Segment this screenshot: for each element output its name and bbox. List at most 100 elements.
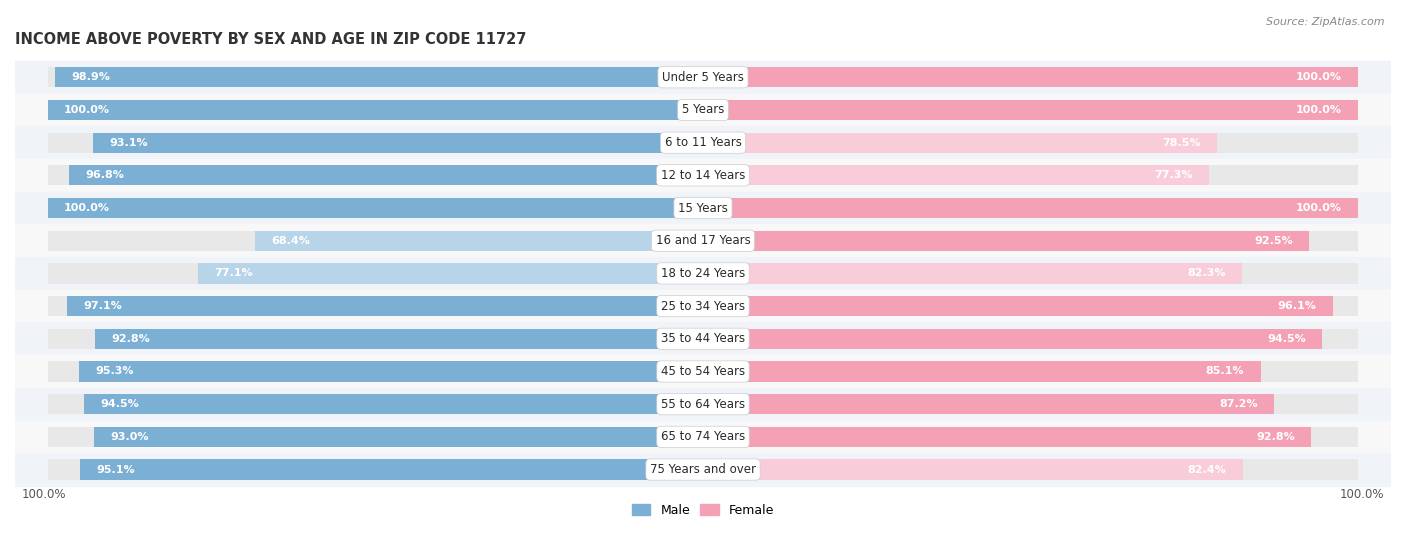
Bar <box>703 67 1358 87</box>
Text: 93.1%: 93.1% <box>110 138 148 148</box>
Text: 100.0%: 100.0% <box>1296 203 1341 213</box>
Bar <box>93 132 703 153</box>
Bar <box>48 67 703 87</box>
Bar <box>55 67 703 87</box>
Bar <box>703 361 1358 382</box>
Bar <box>15 93 1391 126</box>
Bar <box>703 329 1322 349</box>
Text: Under 5 Years: Under 5 Years <box>662 71 744 84</box>
Bar <box>84 394 703 414</box>
Text: 98.9%: 98.9% <box>72 72 110 82</box>
Text: 85.1%: 85.1% <box>1206 367 1244 376</box>
Bar <box>15 192 1391 224</box>
Bar <box>703 427 1310 447</box>
Bar <box>96 329 703 349</box>
Text: 92.8%: 92.8% <box>111 334 150 344</box>
Bar <box>703 165 1209 186</box>
Text: 100.0%: 100.0% <box>1340 489 1385 501</box>
Bar <box>48 165 703 186</box>
Text: 12 to 14 Years: 12 to 14 Years <box>661 169 745 182</box>
Text: 100.0%: 100.0% <box>21 489 66 501</box>
Bar <box>703 394 1358 414</box>
Text: 5 Years: 5 Years <box>682 103 724 116</box>
Bar <box>703 100 1358 120</box>
Text: 6 to 11 Years: 6 to 11 Years <box>665 136 741 149</box>
Bar <box>703 100 1358 120</box>
Text: 96.1%: 96.1% <box>1278 301 1316 311</box>
Bar <box>48 100 703 120</box>
Bar <box>703 198 1358 218</box>
Bar <box>69 165 703 186</box>
Bar <box>48 394 703 414</box>
Text: 15 Years: 15 Years <box>678 202 728 215</box>
Bar <box>48 329 703 349</box>
Text: 75 Years and over: 75 Years and over <box>650 463 756 476</box>
Bar <box>48 459 703 480</box>
Text: Source: ZipAtlas.com: Source: ZipAtlas.com <box>1267 17 1385 27</box>
Bar <box>79 361 703 382</box>
Bar <box>703 459 1243 480</box>
Bar <box>15 257 1391 290</box>
Bar <box>48 198 703 218</box>
Bar <box>48 361 703 382</box>
Bar <box>15 420 1391 453</box>
Bar <box>703 132 1218 153</box>
Bar <box>48 427 703 447</box>
Bar <box>703 361 1261 382</box>
Bar <box>703 296 1358 316</box>
Bar <box>48 296 703 316</box>
Text: 95.3%: 95.3% <box>96 367 134 376</box>
Bar <box>703 165 1358 186</box>
Text: 100.0%: 100.0% <box>65 203 110 213</box>
Bar <box>703 394 1274 414</box>
Bar <box>15 224 1391 257</box>
Text: 92.5%: 92.5% <box>1254 236 1292 246</box>
Bar <box>48 230 703 251</box>
Text: 82.3%: 82.3% <box>1188 268 1226 278</box>
Text: 96.8%: 96.8% <box>86 170 124 181</box>
Bar <box>15 61 1391 93</box>
Bar <box>703 132 1358 153</box>
Bar <box>703 263 1358 283</box>
Bar <box>48 198 703 218</box>
Text: INCOME ABOVE POVERTY BY SEX AND AGE IN ZIP CODE 11727: INCOME ABOVE POVERTY BY SEX AND AGE IN Z… <box>15 32 526 47</box>
Bar <box>15 453 1391 486</box>
Text: 25 to 34 Years: 25 to 34 Years <box>661 300 745 312</box>
Text: 100.0%: 100.0% <box>1296 105 1341 115</box>
Text: 77.3%: 77.3% <box>1154 170 1194 181</box>
Bar <box>48 263 703 283</box>
Bar <box>703 67 1358 87</box>
Bar <box>15 290 1391 323</box>
Text: 87.2%: 87.2% <box>1219 399 1258 409</box>
Bar <box>703 263 1243 283</box>
Bar <box>80 459 703 480</box>
Bar <box>48 100 703 120</box>
Text: 97.1%: 97.1% <box>83 301 122 311</box>
Text: 82.4%: 82.4% <box>1188 465 1226 475</box>
Text: 35 to 44 Years: 35 to 44 Years <box>661 332 745 345</box>
Bar <box>703 459 1358 480</box>
Text: 65 to 74 Years: 65 to 74 Years <box>661 430 745 443</box>
Bar <box>15 355 1391 388</box>
Bar <box>703 427 1358 447</box>
Text: 68.4%: 68.4% <box>271 236 311 246</box>
Bar <box>15 388 1391 420</box>
Text: 100.0%: 100.0% <box>65 105 110 115</box>
Bar <box>66 296 703 316</box>
Bar <box>198 263 703 283</box>
Text: 55 to 64 Years: 55 to 64 Years <box>661 397 745 411</box>
Bar <box>15 126 1391 159</box>
Text: 16 and 17 Years: 16 and 17 Years <box>655 234 751 247</box>
Bar <box>703 296 1333 316</box>
Text: 93.0%: 93.0% <box>110 432 149 442</box>
Text: 100.0%: 100.0% <box>1296 72 1341 82</box>
Text: 78.5%: 78.5% <box>1163 138 1201 148</box>
Text: 45 to 54 Years: 45 to 54 Years <box>661 365 745 378</box>
Legend: Male, Female: Male, Female <box>627 499 779 522</box>
Text: 94.5%: 94.5% <box>1267 334 1306 344</box>
Bar <box>15 323 1391 355</box>
Bar <box>703 198 1358 218</box>
Bar <box>254 230 703 251</box>
Text: 77.1%: 77.1% <box>214 268 253 278</box>
Bar <box>94 427 703 447</box>
